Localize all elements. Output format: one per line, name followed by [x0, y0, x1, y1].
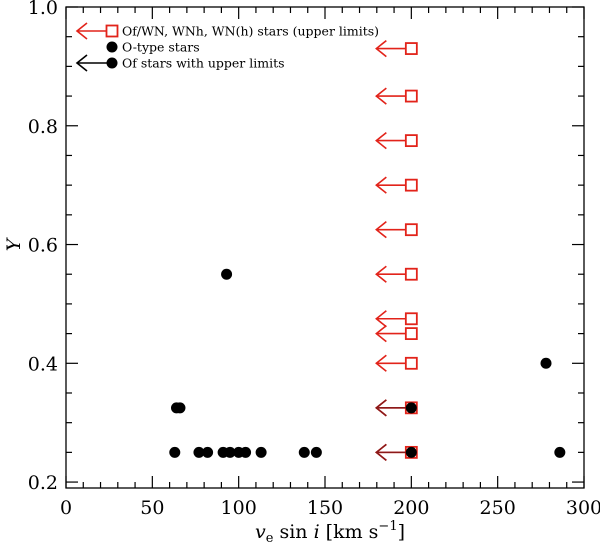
open-square-marker: [404, 134, 418, 148]
o-type-star-point: [193, 446, 205, 458]
x-axis-title-i: i: [314, 521, 320, 543]
legend-item: Of/WN, WNh, WN(h) stars (upper limits): [75, 22, 379, 40]
legend-arrow: [75, 22, 107, 40]
x-axis-title-close: ]: [398, 521, 405, 543]
filled-circle-marker: [405, 446, 417, 458]
legend-item: Of stars with upper limits: [75, 54, 285, 72]
x-tick-label: 300: [566, 497, 600, 519]
open-square-marker: [404, 42, 418, 55]
open-square-marker: [404, 223, 418, 237]
y-tick-label: 0.6: [28, 235, 58, 257]
x-axis-title-sub: e: [266, 531, 274, 546]
x-tick-label: 150: [307, 497, 343, 519]
x-tick-label: 0: [60, 497, 72, 519]
x-axis-title-unit: [km s: [320, 521, 379, 543]
of-wn-upper-limit-point: [375, 324, 418, 343]
o-type-star-point: [224, 446, 236, 458]
axis-tick-labels: 0 50 100 150 200 250 300 0.2 0.4 0.6 0.8 1.0: [28, 0, 600, 519]
axis-ticks: [65, 6, 585, 488]
y-tick-label: 1.0: [28, 0, 58, 19]
legend-label: Of/WN, WNh, WN(h) stars (upper limits): [122, 24, 379, 39]
o-type-star-point: [255, 446, 267, 458]
of-star-upper-limit-point: [375, 399, 417, 417]
of-wn-upper-limit-point: [375, 176, 418, 194]
of-wn-upper-limit-point: [375, 310, 418, 328]
upper-limit-arrow: [375, 39, 407, 58]
open-square-marker: [404, 267, 418, 281]
open-square-marker: [404, 178, 418, 192]
of-star-upper-limit-point: [375, 443, 417, 461]
x-tick-label: 200: [393, 497, 429, 519]
upper-limit-arrow: [375, 221, 407, 239]
of-wn-upper-limit-point: [375, 39, 418, 58]
open-square-marker: [404, 89, 418, 103]
arrow-head: [375, 354, 387, 372]
o-type-star-point: [540, 357, 552, 369]
of-wn-upper-limit-point: [375, 354, 418, 372]
o-type-star-point: [169, 446, 181, 458]
arrow-head: [375, 39, 387, 58]
of-wn-upper-limit-point: [375, 265, 418, 283]
legend: Of/WN, WNh, WN(h) stars (upper limits)O-…: [75, 22, 379, 72]
arrow-head: [375, 324, 387, 343]
legend-arrow: [75, 54, 107, 72]
o-type-star-point: [221, 268, 233, 280]
upper-limit-arrow: [375, 265, 407, 283]
o-type-star-point: [174, 402, 186, 414]
legend-label: Of stars with upper limits: [122, 56, 285, 71]
y-tick-label: 0.2: [28, 472, 58, 494]
legend-square-marker: [105, 24, 119, 38]
x-axis-title-exp: −1: [378, 519, 397, 534]
y-tick-label: 0.8: [28, 116, 58, 138]
arrow-head: [375, 265, 387, 283]
o-type-star-point: [310, 446, 322, 458]
legend-label: O-type stars: [122, 40, 200, 55]
x-tick-label: 50: [140, 497, 164, 519]
legend-item: O-type stars: [106, 40, 200, 55]
open-square-marker: [404, 312, 418, 326]
upper-limit-arrow: [375, 399, 407, 417]
arrow-head: [75, 22, 88, 40]
legend-circle-marker: [106, 57, 118, 69]
of-wn-upper-limit-point: [375, 131, 418, 150]
of-wn-upper-limit-point: [375, 221, 418, 239]
arrow-head: [375, 87, 387, 105]
upper-limit-arrow: [375, 324, 407, 343]
y-axis-title: Y: [3, 236, 25, 251]
arrow-head: [375, 443, 387, 461]
arrow-head: [375, 221, 387, 239]
x-axis-title: ve sin i [km s−1]: [255, 519, 405, 546]
of-wn-upper-limit-point: [375, 87, 418, 105]
open-square-marker: [404, 327, 418, 341]
o-type-star-point: [554, 446, 566, 458]
upper-limit-arrow: [375, 310, 407, 328]
upper-limit-arrow: [375, 176, 407, 194]
o-type-star-point: [298, 446, 310, 458]
upper-limit-arrow: [375, 443, 407, 461]
arrow-head: [75, 54, 88, 72]
filled-circle-marker: [405, 402, 417, 414]
legend-circle-marker: [106, 41, 118, 53]
o-type-star-point: [240, 446, 252, 458]
open-square-marker: [404, 356, 418, 370]
arrow-head: [375, 399, 387, 417]
upper-limit-arrow: [375, 354, 407, 372]
upper-limit-arrow: [375, 87, 407, 105]
x-axis-title-v: v: [255, 521, 266, 543]
arrow-head: [375, 310, 387, 328]
arrow-head: [375, 176, 387, 194]
upper-limit-arrow: [375, 131, 407, 150]
x-axis-title-sin: sin: [273, 521, 313, 543]
x-tick-label: 250: [480, 497, 516, 519]
arrow-head: [375, 131, 387, 150]
y-tick-label: 0.4: [28, 353, 58, 375]
o-type-star-point: [202, 446, 214, 458]
x-tick-label: 100: [221, 497, 257, 519]
data-points: [169, 39, 566, 461]
plot-frame: [65, 6, 585, 489]
